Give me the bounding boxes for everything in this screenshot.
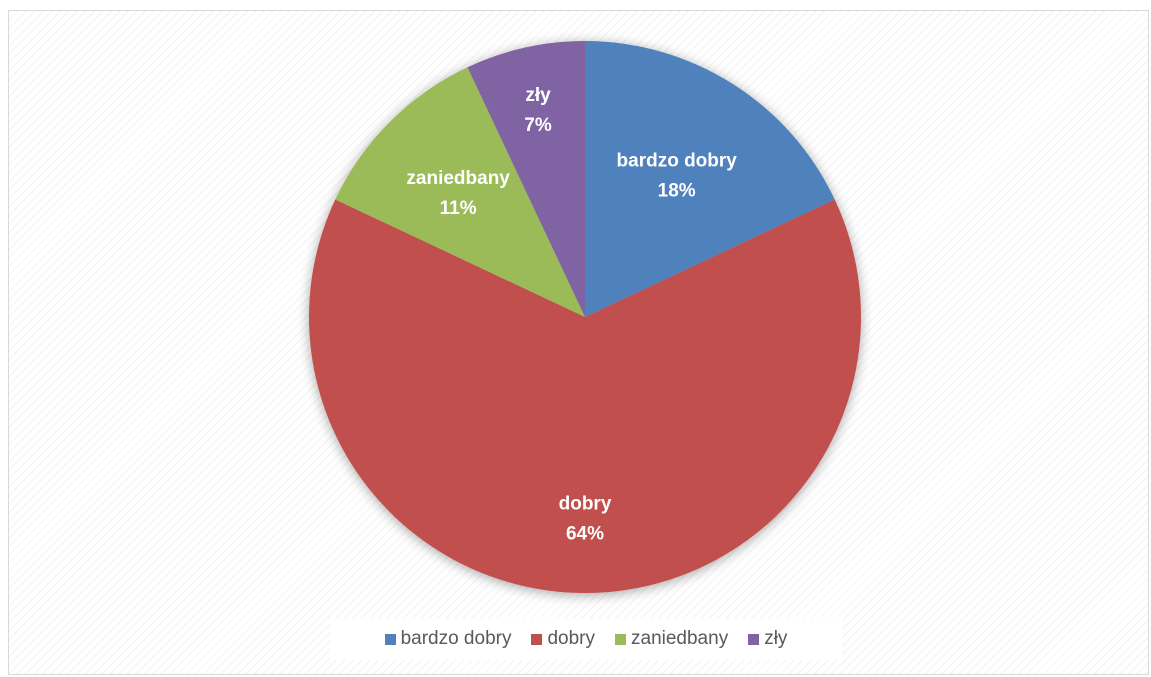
legend-label: zły (764, 628, 788, 649)
data-label-zły: zły 7% (524, 85, 552, 136)
legend-label: dobry (547, 628, 595, 649)
pie-slice-zaniedbany (335, 67, 585, 317)
legend: bardzo dobry dobry zaniedbany zły (330, 618, 842, 660)
data-label-zaniedbany: zaniedbany 11% (406, 168, 510, 219)
pie-slice-bardzo-dobry (585, 41, 835, 317)
pie-slice-dobry (309, 199, 861, 594)
legend-swatch (384, 633, 396, 645)
legend-swatch (748, 633, 760, 645)
legend-swatch (531, 633, 543, 645)
legend-item-zly: zły (748, 628, 787, 650)
legend-item-dobry: dobry (531, 628, 595, 650)
legend-item-bardzo-dobry: bardzo dobry (384, 628, 512, 650)
legend-label: zaniedbany (631, 628, 729, 649)
data-label-bardzo-dobry: bardzo dobry 18% (617, 151, 738, 202)
legend-item-zaniedbany: zaniedbany (615, 628, 728, 650)
data-label-dobry: dobry 64% (559, 494, 612, 545)
pie-slice-zły (467, 41, 585, 317)
legend-label: bardzo dobry (400, 628, 512, 649)
legend-swatch (615, 633, 626, 645)
